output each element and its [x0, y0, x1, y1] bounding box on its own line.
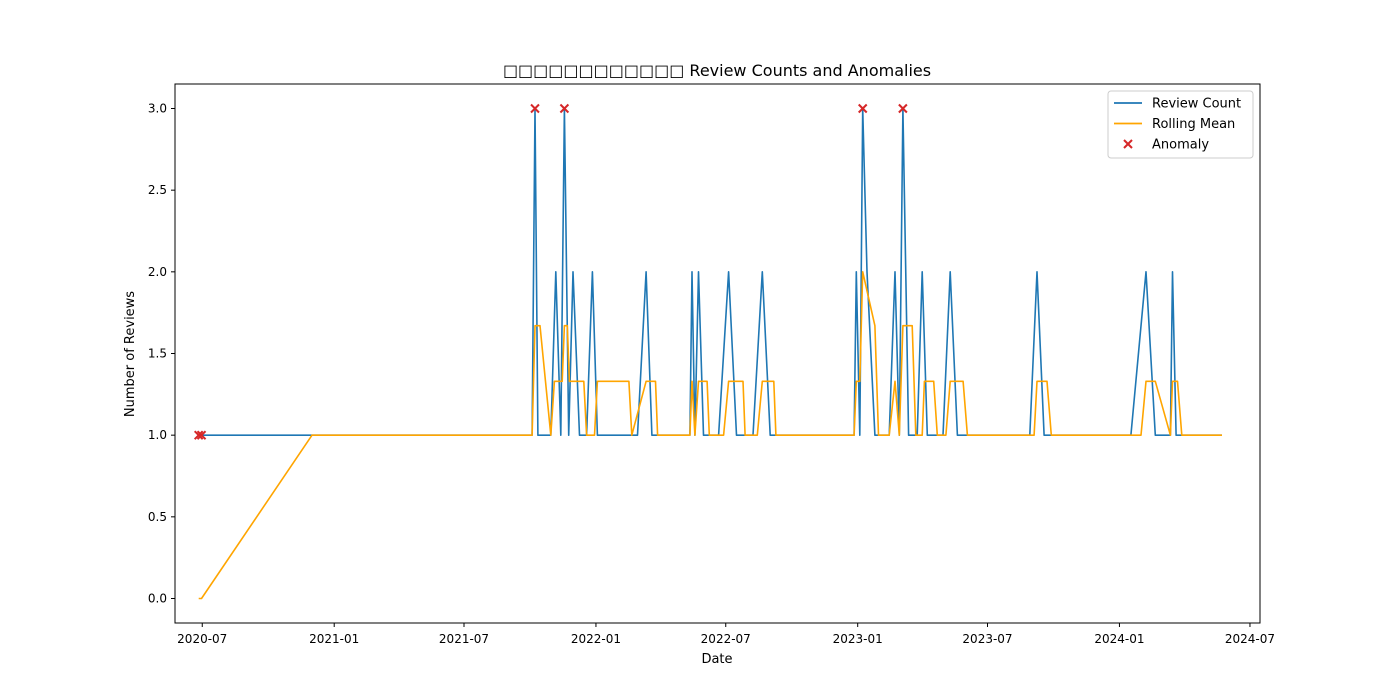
- chart-title: □□□□□□□□□□□□ Review Counts and Anomalies: [503, 61, 931, 80]
- series-line-review-count: [198, 107, 1222, 437]
- y-tick-label: 0.5: [148, 510, 167, 524]
- anomaly-marker: [196, 430, 207, 440]
- plot-area: [198, 107, 1222, 600]
- y-tick-label: 3.0: [148, 102, 167, 116]
- y-axis-label: Number of Reviews: [123, 291, 138, 417]
- legend: Review Count Rolling Mean Anomaly: [1107, 90, 1254, 159]
- anomaly-marker: [898, 103, 908, 114]
- series-line-rolling-mean: [198, 270, 1222, 600]
- plot-frame: [174, 83, 1261, 624]
- legend-entry: Rolling Mean: [1114, 117, 1235, 132]
- anomaly-marker: [530, 103, 540, 114]
- x-tick-label: 2020-07: [177, 632, 227, 646]
- x-tick-label: 2023-01: [833, 632, 883, 646]
- legend-label: Rolling Mean: [1152, 117, 1235, 132]
- x-tick-label: 2022-01: [571, 632, 621, 646]
- legend-swatch: [1123, 139, 1133, 149]
- y-tick-label: 0.0: [148, 592, 167, 606]
- x-tick-label: 2021-07: [439, 632, 489, 646]
- anomaly-marker: [559, 103, 570, 114]
- x-tick-label: 2021-01: [309, 632, 359, 646]
- y-tick-label: 1.0: [148, 428, 167, 442]
- anomaly-marker: [193, 430, 204, 440]
- legend-entry: Review Count: [1114, 97, 1241, 112]
- x-axis-label: Date: [701, 652, 732, 667]
- y-tick-label: 2.0: [148, 265, 167, 279]
- y-tick-label: 2.5: [148, 183, 167, 197]
- x-tick-label: 2022-07: [701, 632, 751, 646]
- legend-label: Anomaly: [1152, 138, 1209, 153]
- y-tick-label: 1.5: [148, 347, 167, 361]
- legend-entry: Anomaly: [1123, 138, 1209, 153]
- x-tick-label: 2024-01: [1094, 632, 1144, 646]
- anomaly-markers: [193, 103, 908, 440]
- x-tick-label: 2023-07: [962, 632, 1012, 646]
- x-axis-ticks: 2020-07 2021-01 2021-07 2022-01 2022-07 2023-…: [177, 623, 1275, 646]
- x-tick-label: 2024-07: [1225, 632, 1275, 646]
- y-axis-ticks: 0.0 0.5 1.0 1.5 2.0 2.5 3.0: [148, 102, 175, 606]
- anomaly-marker: [858, 103, 868, 114]
- legend-frame: [1107, 90, 1254, 159]
- legend-label: Review Count: [1152, 97, 1241, 112]
